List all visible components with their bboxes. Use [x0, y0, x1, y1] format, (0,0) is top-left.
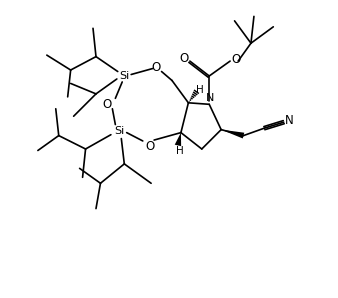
Text: O: O: [151, 60, 160, 74]
Text: O: O: [232, 52, 241, 66]
Text: O: O: [102, 98, 112, 111]
Text: O: O: [180, 52, 189, 65]
Text: N: N: [285, 114, 293, 127]
Text: Si: Si: [119, 71, 129, 81]
Text: O: O: [145, 139, 154, 153]
Polygon shape: [175, 133, 181, 146]
Text: H: H: [196, 85, 204, 95]
Text: N: N: [206, 93, 214, 103]
Text: Si: Si: [115, 126, 125, 136]
Polygon shape: [221, 130, 244, 139]
Text: H: H: [175, 146, 183, 156]
